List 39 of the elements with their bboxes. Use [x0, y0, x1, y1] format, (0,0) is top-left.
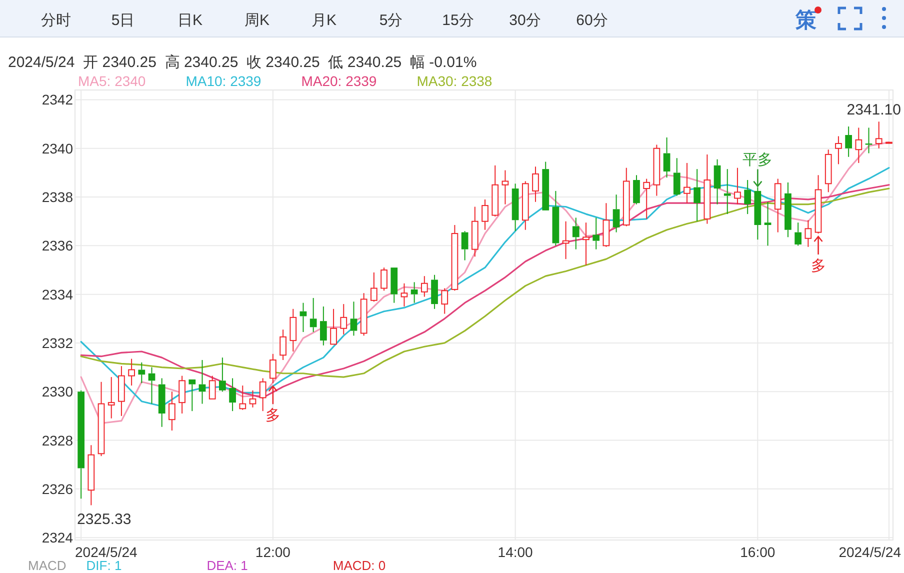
x-tick-label: 12:00 [255, 544, 291, 560]
y-tick-label: 2330 [42, 384, 74, 400]
y-tick-label: 2332 [42, 334, 74, 351]
text: 15分 [442, 12, 474, 29]
text: MA30: 2338 [416, 73, 492, 89]
x-tick-label: 2024/5/24 [838, 544, 902, 560]
annotation: 2325.33 [77, 511, 132, 528]
text: 策 [794, 9, 816, 32]
y-tick-label: 2342 [42, 92, 74, 108]
text: MA20: 2339 [301, 73, 377, 89]
annotation: 多 [265, 407, 280, 424]
y-tick-label: 2328 [42, 432, 74, 448]
text: 30分 [509, 12, 541, 29]
text: MA5: 2340 [78, 73, 146, 89]
y-tick-label: 2324 [42, 530, 74, 546]
text: 周K [244, 12, 270, 29]
text: 分时 [41, 12, 71, 29]
annotation: 平多 [742, 151, 773, 168]
y-tick-label: 2334 [42, 286, 74, 302]
text: DIF: 1 [86, 558, 122, 573]
x-tick-label: 14:00 [498, 544, 534, 560]
text: MACD: 0 [332, 558, 386, 573]
y-tick-label: 2326 [42, 480, 74, 497]
text: 5分 [379, 12, 403, 29]
text: 5日 [111, 12, 135, 29]
text: DEA: 1 [206, 558, 248, 573]
annotation: 2341.10 [846, 102, 901, 119]
annotation: 多 [810, 258, 826, 275]
text: 月K [311, 12, 337, 29]
text: MACD [28, 558, 66, 573]
chart-title: 2024/5/24 开 2340.25 高 2340.25 收 2340.25 低 2340.25 幅 -0.01% [8, 54, 477, 71]
text: 日K [177, 12, 203, 29]
y-tick-label: 2338 [42, 189, 74, 206]
text: 60分 [576, 12, 608, 29]
x-tick-label: 16:00 [740, 544, 776, 560]
y-tick-label: 2336 [42, 238, 74, 254]
x-tick-label: 2024/5/24 [75, 544, 138, 560]
text: MA10: 2339 [186, 73, 262, 89]
y-tick-label: 2340 [42, 140, 74, 156]
